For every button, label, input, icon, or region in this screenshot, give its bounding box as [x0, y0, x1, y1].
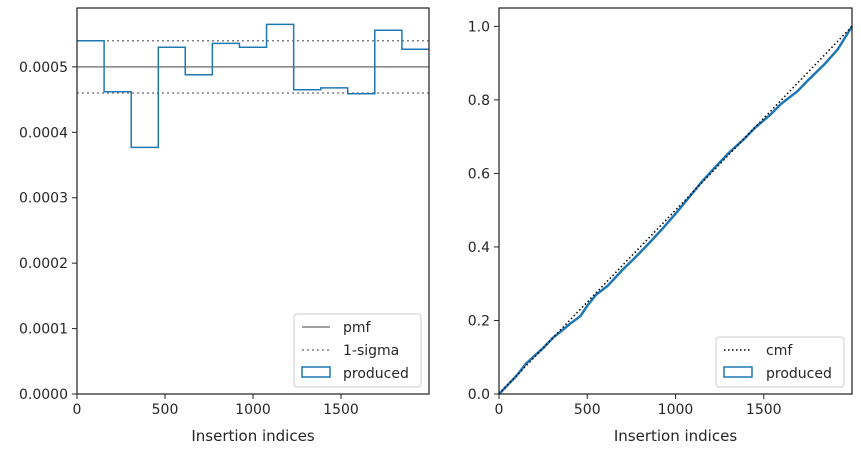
y-tick-label: 1.0 — [468, 19, 490, 35]
legend-sigma-label: 1-sigma — [343, 343, 399, 359]
x-tick-label: 1500 — [323, 402, 359, 418]
y-tick-label: 0.8 — [468, 93, 490, 109]
x-tick-label: 0 — [495, 402, 504, 418]
plot-frame — [76, 7, 430, 395]
x-axis-label: Insertion indices — [191, 427, 314, 445]
y-tick-label: 0.6 — [468, 166, 490, 182]
legend-produced-label: produced — [343, 366, 409, 382]
right-panel: 0 500 1000 1500 0.0 0.2 0.4 0.6 0.8 1.0 Insertion … — [468, 7, 854, 445]
legend-pmf-label: pmf — [343, 320, 372, 336]
left-panel: 0 500 1000 1500 0.0000 0.0001 0.0002 0.0003 0.00… — [19, 7, 430, 445]
produced-cumulative-line — [498, 25, 854, 395]
legend-box — [293, 313, 422, 388]
y-tick-label: 0.0 — [468, 387, 490, 403]
y-tick-label: 0.0004 — [19, 125, 68, 141]
x-tick-label: 1000 — [658, 402, 694, 418]
legend-produced-swatch — [301, 366, 331, 378]
legend-produced-swatch — [723, 366, 753, 378]
x-tick-label: 500 — [574, 402, 601, 418]
x-axis-label: Insertion indices — [614, 427, 737, 445]
cmf-line — [498, 25, 853, 395]
y-tick-label: 0.0005 — [19, 60, 68, 76]
x-tick-label: 0 — [73, 402, 82, 418]
x-tick-label: 1500 — [746, 402, 782, 418]
y-tick-label: 0.0000 — [19, 387, 68, 403]
plot-frame — [498, 7, 853, 395]
y-tick-label: 0.0001 — [19, 322, 68, 338]
produced-step-line — [77, 23, 429, 149]
legend-produced-label: produced — [766, 366, 832, 382]
legend-cmf-label: cmf — [766, 343, 793, 359]
x-tick-label: 1000 — [235, 402, 271, 418]
x-tick-label: 500 — [152, 402, 179, 418]
legend-right: cmf produced — [715, 336, 845, 388]
legend-left: pmf 1-sigma produced — [293, 313, 422, 388]
y-tick-label: 0.0002 — [19, 256, 68, 272]
y-tick-label: 0.0003 — [19, 191, 68, 207]
y-tick-label: 0.2 — [468, 313, 490, 329]
y-tick-label: 0.4 — [468, 240, 490, 256]
